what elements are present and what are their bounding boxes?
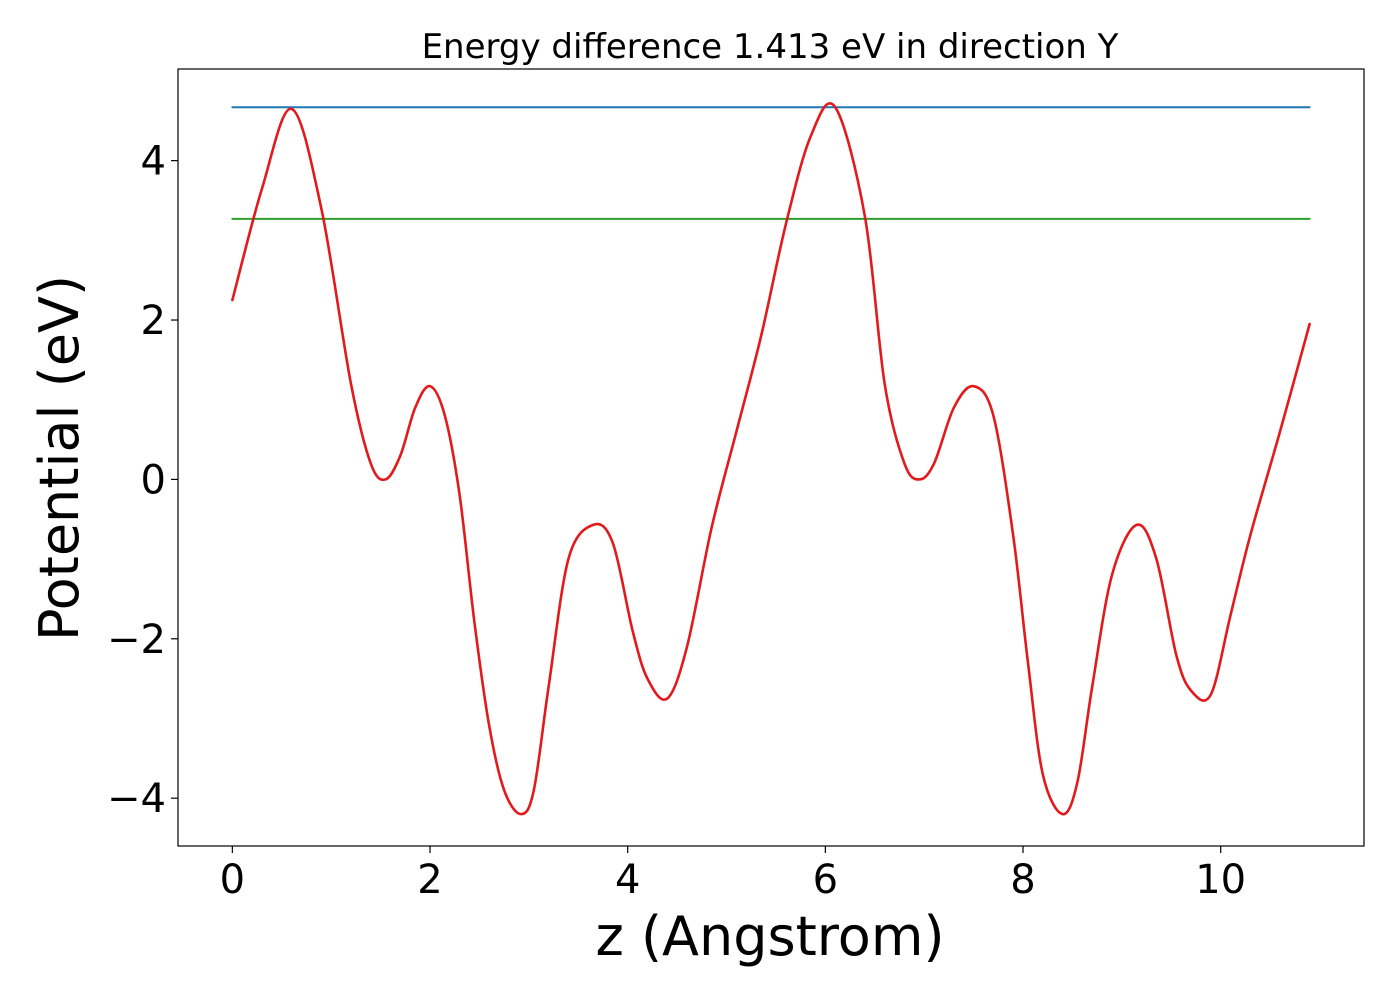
x-tick-label: 6 [813,857,838,903]
y-axis-ticks: −4 −2 0 2 4 [107,139,178,822]
x-axis-label: z (Angstrom) [595,905,944,968]
y-tick-label: 4 [141,139,166,185]
chart-title: Energy difference 1.413 eV in direction … [422,27,1119,67]
plot-area-frame [177,68,1365,847]
x-tick-label: 10 [1195,857,1246,903]
potential-series-line [231,102,1311,816]
x-tick-label: 8 [1010,857,1035,903]
x-tick-label: 0 [220,857,245,903]
series-layer [231,102,1311,816]
y-axis-label: Potential (eV) [28,275,91,641]
y-tick-label: −2 [107,617,166,663]
x-tick-label: 4 [615,857,640,903]
y-tick-label: −4 [107,776,166,822]
x-axis-ticks: 0 2 4 6 8 10 [220,846,1246,903]
y-tick-label: 0 [141,457,166,503]
x-tick-label: 2 [417,857,442,903]
y-tick-label: 2 [141,298,166,344]
